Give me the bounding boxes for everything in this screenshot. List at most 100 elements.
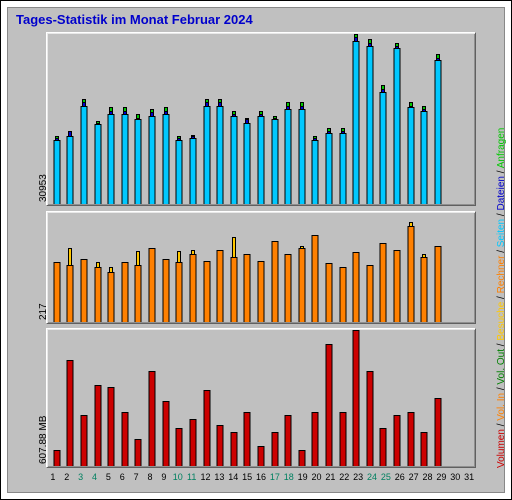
- x-tick: 17: [268, 472, 282, 486]
- day-slot: [213, 213, 227, 322]
- x-tick: 1: [46, 472, 60, 486]
- volumen-bar: [217, 425, 224, 466]
- day-slot: [172, 213, 186, 322]
- volumen-bar: [121, 412, 128, 466]
- day-slot: [186, 213, 200, 322]
- day-slot: [104, 330, 118, 466]
- day-slot: [254, 213, 268, 322]
- legend-vol.-in: Vol. In: [496, 393, 507, 421]
- volumen-bar: [421, 432, 428, 466]
- day-slot: [104, 213, 118, 322]
- rechner-bar: [257, 261, 264, 322]
- seiten-bar: [380, 92, 387, 204]
- day-slot: [349, 213, 363, 322]
- seiten-bar: [121, 114, 128, 204]
- chart-background: Tages-Statistik im Monat Februar 2024 12…: [7, 7, 505, 493]
- x-tick: 7: [129, 472, 143, 486]
- day-slot: [417, 330, 431, 466]
- seiten-bar: [257, 116, 264, 205]
- seiten-bar: [325, 133, 332, 205]
- day-slot: [336, 330, 350, 466]
- day-slot: [349, 330, 363, 466]
- day-slot: [241, 330, 255, 466]
- y-label-visits: 217: [38, 303, 49, 320]
- day-slot: [77, 34, 91, 204]
- day-slot: [50, 34, 64, 204]
- rechner-bar: [108, 272, 115, 322]
- legend-dateien: Dateien: [496, 176, 507, 210]
- legend-sep: /: [496, 250, 507, 253]
- x-tick: 26: [393, 472, 407, 486]
- legend-anfragen: Anfragen: [496, 128, 507, 169]
- legend-sep: /: [496, 343, 507, 346]
- day-slot: [186, 34, 200, 204]
- x-tick: 9: [157, 472, 171, 486]
- day-slot: [417, 213, 431, 322]
- day-slot: [118, 213, 132, 322]
- day-slot: [200, 34, 214, 204]
- day-slot: [281, 330, 295, 466]
- day-slot: [336, 34, 350, 204]
- volumen-bar: [230, 432, 237, 466]
- legend-sep: /: [496, 171, 507, 174]
- day-slot: [458, 330, 472, 466]
- day-slot: [159, 330, 173, 466]
- x-tick: 22: [337, 472, 351, 486]
- seiten-bar: [135, 119, 142, 204]
- rechner-bar: [380, 243, 387, 322]
- volumen-bar: [189, 419, 196, 466]
- rechner-bar: [67, 265, 74, 322]
- seiten-bar: [244, 123, 251, 205]
- day-slot: [227, 34, 241, 204]
- day-slot: [268, 330, 282, 466]
- rechner-bar: [217, 250, 224, 322]
- rechner-bar: [162, 259, 169, 322]
- day-slot: [390, 330, 404, 466]
- day-slot: [377, 330, 391, 466]
- x-tick: 28: [421, 472, 435, 486]
- seiten-bar: [312, 140, 319, 205]
- day-slot: [64, 330, 78, 466]
- volumen-bar: [244, 412, 251, 466]
- rechner-bar: [407, 226, 414, 322]
- volumen-bar: [271, 432, 278, 466]
- rechner-bar: [325, 263, 332, 322]
- rechner-bar: [298, 248, 305, 322]
- day-slot: [213, 330, 227, 466]
- seiten-bar: [53, 140, 60, 205]
- x-tick: 21: [324, 472, 338, 486]
- day-slot: [336, 213, 350, 322]
- volumen-bar: [325, 344, 332, 466]
- x-tick: 19: [296, 472, 310, 486]
- day-slot: [118, 34, 132, 204]
- day-slot: [104, 34, 118, 204]
- volumen-bar: [298, 450, 305, 466]
- day-slot: [77, 213, 91, 322]
- rechner-bar: [121, 262, 128, 322]
- day-slot: [322, 330, 336, 466]
- rechner-bar: [149, 248, 156, 322]
- day-slot: [363, 330, 377, 466]
- day-slot: [281, 213, 295, 322]
- day-slot: [241, 34, 255, 204]
- x-tick: 2: [60, 472, 74, 486]
- day-slot: [50, 213, 64, 322]
- rechner-bar: [394, 250, 401, 322]
- seiten-bar: [217, 106, 224, 205]
- day-slot: [172, 34, 186, 204]
- x-tick: 16: [254, 472, 268, 486]
- panel-volume: [46, 328, 476, 468]
- volumen-bar: [353, 330, 360, 466]
- rechner-bar: [53, 262, 60, 322]
- x-tick: 4: [88, 472, 102, 486]
- volumen-bar: [203, 390, 210, 466]
- x-tick: 3: [74, 472, 88, 486]
- volumen-bar: [394, 415, 401, 466]
- volumen-bar: [257, 446, 264, 466]
- day-slot: [159, 213, 173, 322]
- day-slot: [91, 34, 105, 204]
- day-slot: [64, 34, 78, 204]
- seiten-bar: [285, 109, 292, 204]
- x-tick: 29: [435, 472, 449, 486]
- day-slot: [50, 330, 64, 466]
